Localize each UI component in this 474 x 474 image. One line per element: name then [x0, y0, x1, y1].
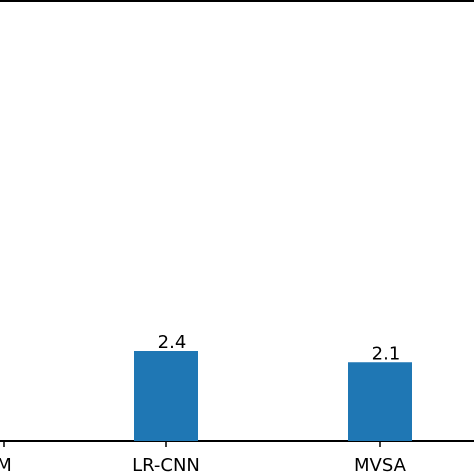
x-tick-label-lr-cnn: LR-CNN: [132, 455, 200, 474]
x-tick-label-m: M: [0, 455, 12, 474]
data-label-mvsa: 2.1: [372, 343, 401, 364]
bar-mvsa: [348, 362, 412, 441]
data-label-lr-cnn: 2.4: [158, 332, 187, 353]
x-tick-label-mvsa: MVSA: [354, 455, 407, 474]
bar-lr-cnn: [134, 351, 198, 441]
